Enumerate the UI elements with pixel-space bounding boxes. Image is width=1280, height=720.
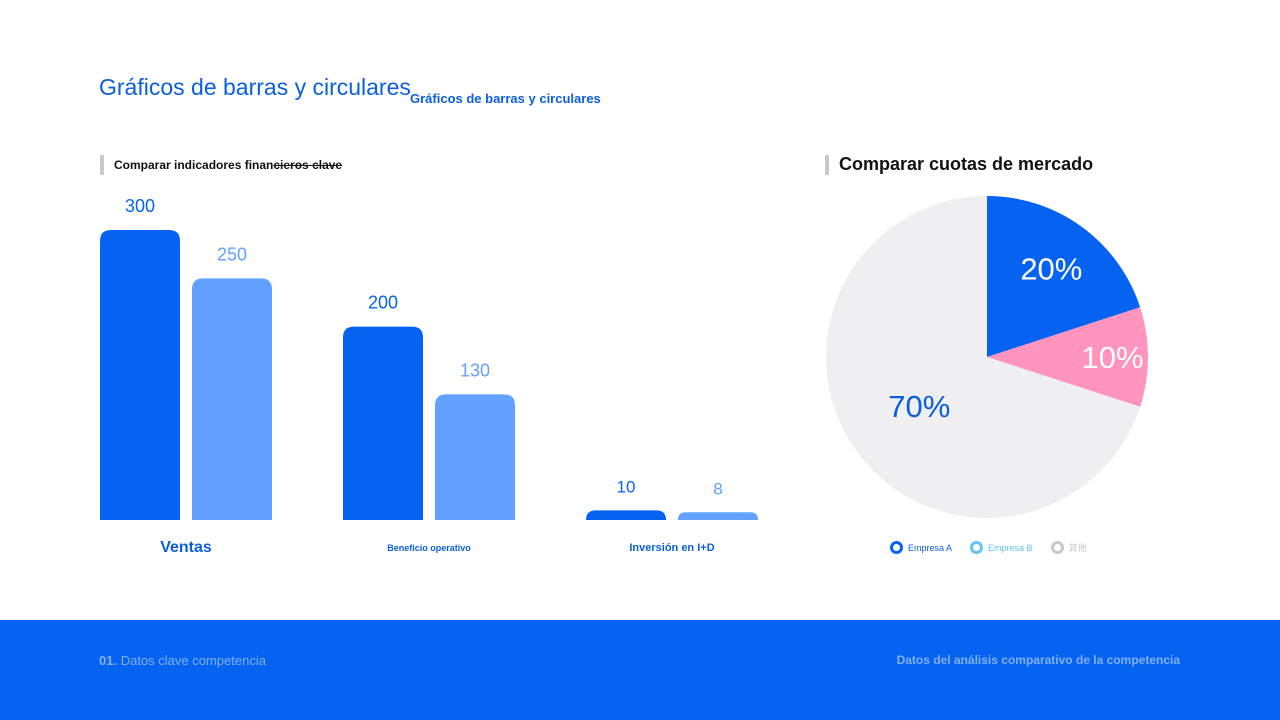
- legend-label: Empresa A: [908, 542, 953, 553]
- bar-value-label: 300: [125, 196, 155, 216]
- heading-accent-bar: [825, 154, 829, 175]
- bar-value-label: 130: [460, 360, 490, 380]
- bar-beneficio-operativo-series-2: [435, 394, 515, 520]
- heading-struck-part: cieros clave: [273, 158, 343, 172]
- footer-section-name: Datos clave competencia: [120, 653, 266, 668]
- legend-marker-icon: [970, 541, 984, 554]
- legend-marker-icon: [1050, 541, 1064, 554]
- footer-right-text: Datos del análisis comparativo de la com…: [896, 653, 1180, 667]
- legend-item-empresa-b: Empresa B: [970, 541, 1033, 554]
- legend-label: Empresa B: [988, 542, 1033, 553]
- pie-chart: 20% 10% 70%: [826, 196, 1148, 518]
- pie-chart-heading-text: Comparar cuotas de mercado: [839, 154, 1094, 174]
- pie-chart-heading: Comparar cuotas de mercado: [825, 154, 1093, 175]
- legend-item-otros: 其他: [1050, 541, 1087, 554]
- category-label-inversion-en-i-d: Inversión en I+D: [629, 542, 714, 554]
- bar-ventas-series-2: [192, 278, 272, 520]
- category-label-beneficio-operativo: Beneficio operativo: [387, 543, 471, 553]
- pie-slice-empresa-a: [987, 196, 1141, 357]
- pie-value-label: 10%: [1082, 340, 1144, 375]
- bar-value-label: 250: [217, 244, 247, 264]
- pie-legend: Empresa A Empresa B 其他: [890, 541, 1105, 554]
- bar-beneficio-operativo-series-1: [343, 326, 423, 520]
- page-subtitle: Gráficos de barras y circulares: [410, 91, 601, 106]
- pie-value-label: 20%: [1020, 251, 1082, 286]
- legend-marker-icon: [890, 541, 903, 554]
- footer-bar: 01. Datos clave competencia Datos del an…: [0, 620, 1280, 720]
- legend-label: 其他: [1068, 543, 1087, 553]
- bar-value-label: 8: [713, 479, 722, 498]
- pie-slice-otros: [826, 196, 1141, 518]
- bar-value-label: 200: [368, 293, 398, 313]
- bar-inversion-en-i-d-series-1: [586, 510, 666, 520]
- footer-section-label: 01. Datos clave competencia: [99, 653, 266, 668]
- bar-chart-heading: Comparar indicadores financieros clave: [100, 155, 342, 175]
- pie-value-label: 70%: [888, 389, 950, 424]
- legend-item-empresa-a: Empresa A: [890, 541, 952, 554]
- heading-plain-part: Comparar indicadores finan: [114, 158, 274, 172]
- category-label-ventas: Ventas: [160, 539, 212, 556]
- pie-slice-empresa-b: [987, 307, 1148, 407]
- page-title: Gráficos de barras y circulares: [99, 74, 411, 100]
- heading-accent-bar: [100, 155, 104, 175]
- bar-value-label: 10: [617, 477, 636, 496]
- bar-inversion-en-i-d-series-2: [678, 512, 758, 520]
- bar-chart-heading-text: Comparar indicadores financieros clave: [114, 158, 342, 172]
- bar-ventas-series-1: [100, 230, 180, 520]
- footer-section-number: 01.: [99, 653, 118, 668]
- bar-chart: 300 250 Ventas 200 130 Beneficio operativo 10 8…: [100, 196, 758, 556]
